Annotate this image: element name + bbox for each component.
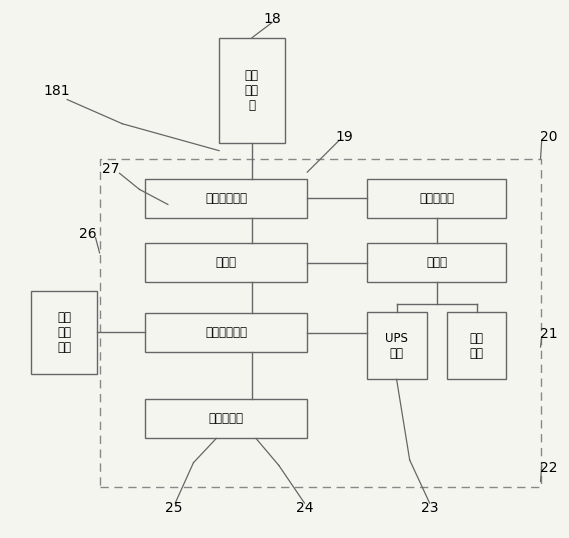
Bar <box>100 159 541 487</box>
Text: 可编程控制器: 可编程控制器 <box>205 326 247 339</box>
Text: 23: 23 <box>421 501 438 515</box>
Bar <box>447 312 506 379</box>
Text: 光纤
通信
板: 光纤 通信 板 <box>245 69 259 111</box>
Text: 电源管理器: 电源管理器 <box>419 192 454 205</box>
Text: 数据
通用
接口: 数据 通用 接口 <box>57 311 71 353</box>
Text: 无线控制器: 无线控制器 <box>209 412 244 426</box>
Bar <box>145 243 307 282</box>
Bar <box>367 243 506 282</box>
Bar <box>367 179 506 218</box>
Text: 上位机: 上位机 <box>216 256 237 270</box>
Text: 光纤通信接口: 光纤通信接口 <box>205 192 247 205</box>
Bar <box>145 399 307 438</box>
Bar <box>367 312 427 379</box>
Bar <box>31 291 97 374</box>
Text: UPS
电源: UPS 电源 <box>385 331 409 360</box>
Text: 21: 21 <box>541 327 558 341</box>
Bar <box>219 38 284 143</box>
Text: 27: 27 <box>102 162 119 176</box>
Text: 18: 18 <box>263 12 281 26</box>
Text: 电源
接口: 电源 接口 <box>469 331 484 360</box>
Text: 19: 19 <box>335 130 353 144</box>
Text: 22: 22 <box>541 461 558 475</box>
Text: 181: 181 <box>44 84 70 98</box>
Bar <box>145 179 307 218</box>
Text: 稳压器: 稳压器 <box>426 256 447 270</box>
Text: 20: 20 <box>541 130 558 144</box>
Text: 25: 25 <box>165 501 182 515</box>
Text: 24: 24 <box>296 501 313 515</box>
Bar <box>145 313 307 352</box>
Text: 26: 26 <box>80 227 97 241</box>
